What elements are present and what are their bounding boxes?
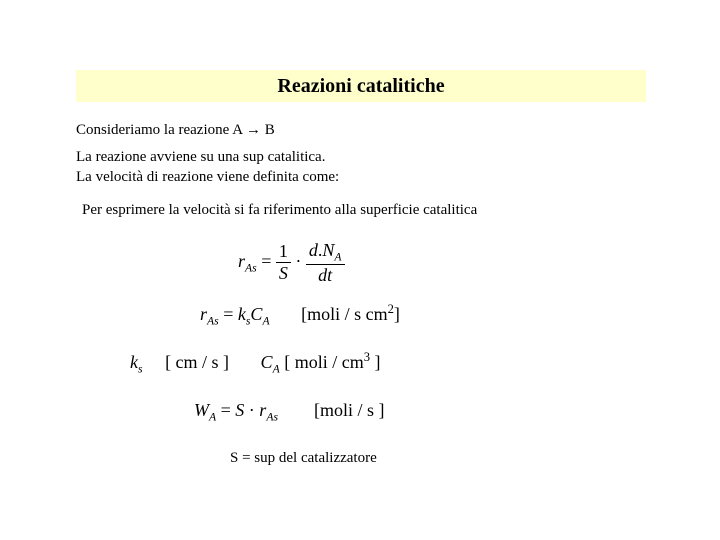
var-k: k xyxy=(238,304,246,324)
desc-line-2: La velocità di reazione viene definita c… xyxy=(76,168,339,188)
fraction-dN-dt: d.NA dt xyxy=(306,240,345,286)
arrow-icon: → xyxy=(246,122,261,138)
num-1: 1 xyxy=(276,241,291,262)
title-bar: Reazioni catalitiche xyxy=(76,70,646,102)
var-r: r xyxy=(238,251,245,271)
intro-text-pre: Consideriamo la reazione A xyxy=(76,122,246,138)
equation-rate-expression: rAs = ksCA [moli / s cm2] xyxy=(200,302,400,328)
den-dt: dt xyxy=(306,264,345,286)
equation-units: ks [ cm / s ] CA [ moli / cm3 ] xyxy=(130,350,381,376)
footnote-S: S = sup del catalizzatore xyxy=(230,450,377,467)
sub-As: As xyxy=(245,262,257,275)
var-k: k xyxy=(130,352,138,372)
sub-A: A xyxy=(273,363,280,376)
fraction-1overS: 1 S xyxy=(276,241,291,284)
num-dNA: d.NA xyxy=(306,240,345,264)
sub-As: As xyxy=(266,411,278,424)
unit-moli-cm3: [ moli / cm3 ] xyxy=(284,352,380,372)
page-title: Reazioni catalitiche xyxy=(277,75,444,98)
reference-line: Per esprimere la velocità si fa riferime… xyxy=(82,202,477,219)
sub-s: s xyxy=(138,363,143,376)
den-S: S xyxy=(276,262,291,284)
var-W: W xyxy=(194,400,209,420)
desc-line-1: La reazione avviene su una sup catalitic… xyxy=(76,148,339,168)
sub-A: A xyxy=(262,315,269,328)
equation-rate-definition: rAs = 1 S · d.NA dt xyxy=(238,240,345,286)
var-S: S xyxy=(235,400,244,420)
unit-cm-s: [ cm / s ] xyxy=(165,352,229,372)
description-block: La reazione avviene su una sup catalitic… xyxy=(76,148,339,187)
unit-moli-s: [moli / s ] xyxy=(314,400,385,420)
intro-text-post: B xyxy=(261,122,275,138)
var-r: r xyxy=(200,304,207,324)
sub-As: As xyxy=(207,315,219,328)
var-C: C xyxy=(250,304,262,324)
unit-moli-s-cm2: [moli / s cm2] xyxy=(301,304,400,324)
intro-line: Consideriamo la reazione A → B xyxy=(76,122,275,139)
var-C: C xyxy=(261,352,273,372)
dot-separator: · xyxy=(295,251,301,271)
sub-A: A xyxy=(209,411,216,424)
equation-WA: WA = S · rAs [moli / s ] xyxy=(194,400,385,424)
